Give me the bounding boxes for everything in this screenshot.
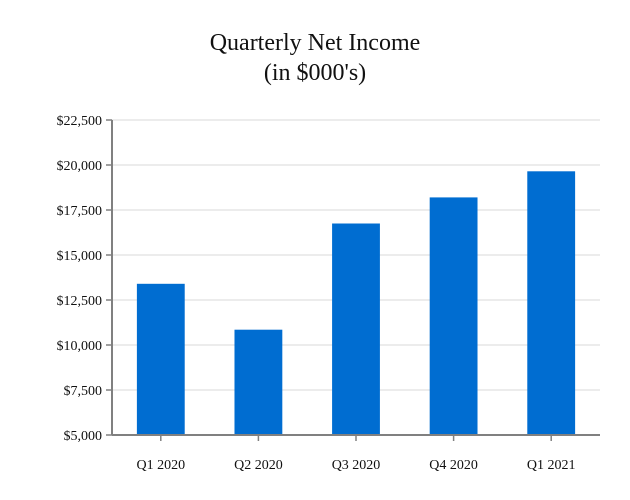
y-tick-label: $22,500 (57, 114, 103, 129)
bar (234, 329, 283, 435)
axes (106, 119, 600, 441)
y-tick-label: $12,500 (57, 294, 103, 309)
y-tick-label: $15,000 (57, 249, 103, 264)
bar (332, 223, 380, 435)
chart-title: Quarterly Net Income (209, 30, 421, 56)
x-tick-label: Q4 2020 (429, 458, 478, 473)
chart-subtitle: (in $000's) (263, 60, 367, 86)
bar (429, 197, 478, 435)
x-tick-label: Q2 2020 (234, 458, 283, 473)
x-tick-label: Q1 2020 (136, 458, 185, 473)
bars (136, 171, 576, 436)
y-tick-label: $17,500 (57, 204, 103, 219)
x-tick-label: Q1 2021 (527, 458, 576, 473)
chart-title-block: Quarterly Net Income (in $000's) (0, 28, 630, 88)
x-tick-label: Q3 2020 (332, 458, 381, 473)
bar (136, 283, 185, 435)
tick-labels: $5,000 $7,500 $10,000 $12,500 $15,000 $17,500… (57, 114, 576, 473)
y-tick-label: $10,000 (57, 339, 103, 354)
y-tick-label: $5,000 (64, 429, 103, 444)
bar (527, 171, 576, 436)
y-tick-label: $20,000 (57, 159, 103, 174)
y-tick-label: $7,500 (64, 384, 103, 399)
